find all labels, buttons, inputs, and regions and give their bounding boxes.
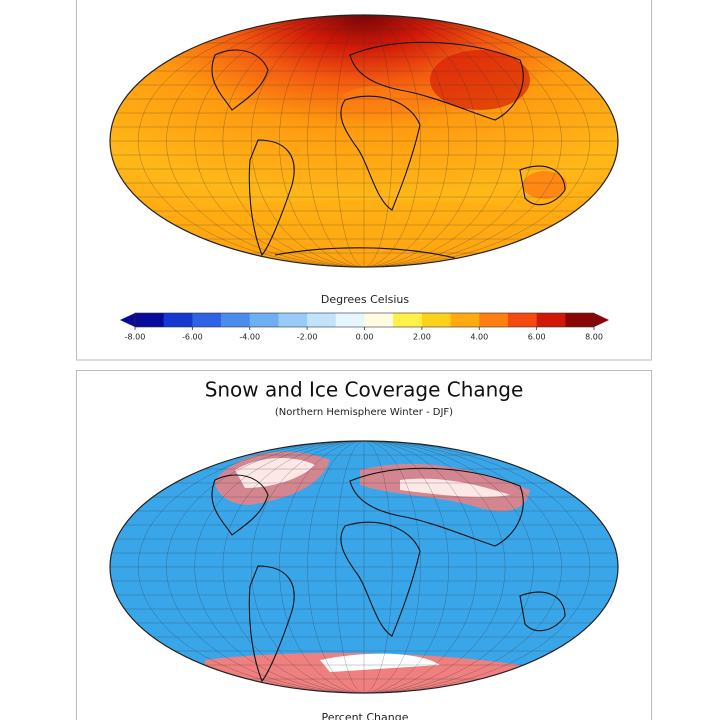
colorbar-arrow xyxy=(594,313,609,327)
colorbar-swatch xyxy=(192,313,222,327)
colorbar-tick-label: 6.00 xyxy=(528,333,546,342)
colorbar-tick-label: -2.00 xyxy=(297,333,318,342)
map-detail xyxy=(110,441,618,693)
colorbar-swatch xyxy=(421,313,451,327)
colorbar-tick-label: 0.00 xyxy=(356,333,374,342)
colorbar-swatch xyxy=(450,313,480,327)
colorbar-tick-label: 8.00 xyxy=(585,333,603,342)
colorbar-arrow xyxy=(120,313,135,327)
colorbar-tick-label: 2.00 xyxy=(413,333,431,342)
temperature-map xyxy=(109,14,619,268)
colorbar-label: Degrees Celsius xyxy=(321,293,410,306)
colorbar-swatch xyxy=(221,313,251,327)
colorbar-swatch xyxy=(249,313,279,327)
colorbar-swatch xyxy=(536,313,566,327)
colorbar-tick-label: -4.00 xyxy=(239,333,260,342)
panel-subtitle: (Northern Hemisphere Winter - DJF) xyxy=(275,407,453,418)
colorbar-swatch xyxy=(307,313,337,327)
colorbar-tick-label: 4.00 xyxy=(470,333,488,342)
snow-map xyxy=(109,440,619,694)
colorbar-swatch xyxy=(507,313,537,327)
map-border xyxy=(109,14,619,268)
colorbar-swatch xyxy=(278,313,308,327)
colorbar-swatch xyxy=(565,313,595,327)
map-border xyxy=(109,440,619,694)
colorbar-swatch xyxy=(393,313,423,327)
panel-title: Snow and Ice Coverage Change xyxy=(205,378,524,402)
colorbar-label: Percent Change xyxy=(321,711,408,720)
colorbar-tick-label: -8.00 xyxy=(125,333,146,342)
colorbar-swatch xyxy=(163,313,193,327)
colorbar-swatch xyxy=(479,313,509,327)
colorbar-swatch xyxy=(364,313,394,327)
colorbar-swatch xyxy=(335,313,365,327)
colorbar: -8.00 -6.00 -4.00 -2.00 0.00 2.00 4.00 6.00 8.00 xyxy=(120,312,609,342)
colorbar-swatch xyxy=(135,313,164,327)
colorbar-tick-label: -6.00 xyxy=(182,333,203,342)
